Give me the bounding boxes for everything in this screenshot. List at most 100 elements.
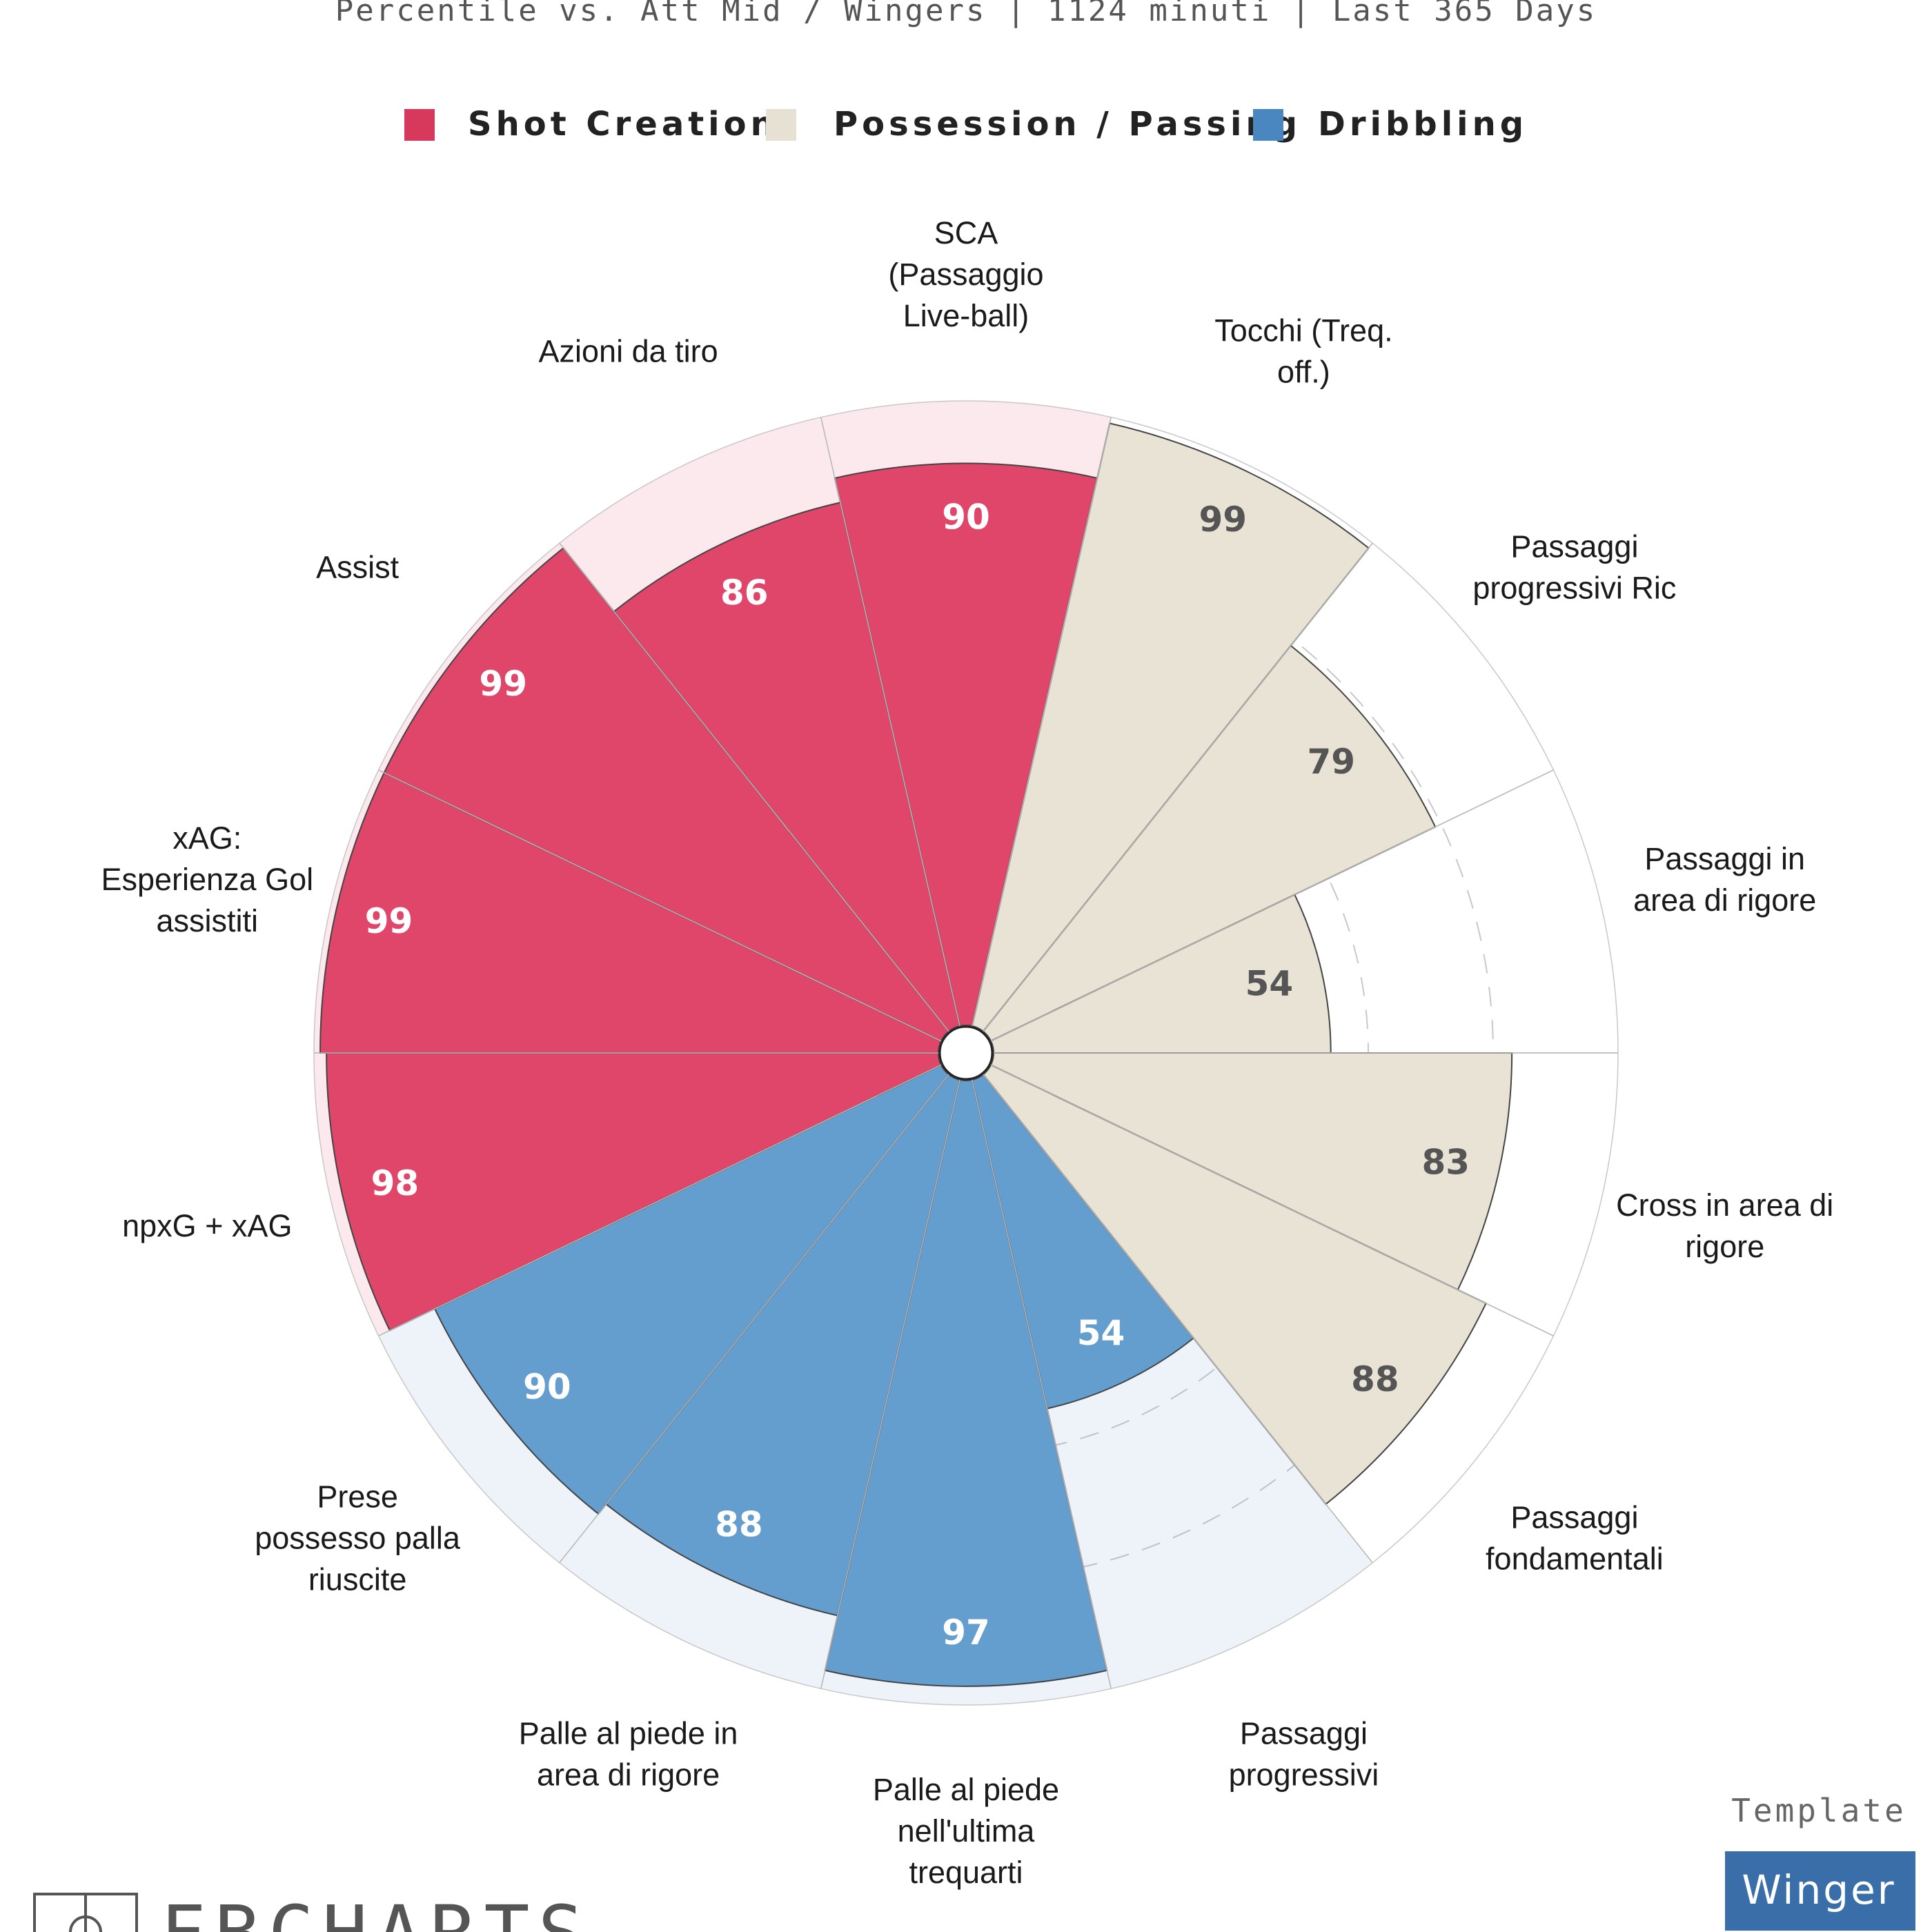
bar-passaggi-progressivi-ric	[982, 644, 1437, 1042]
param-label-tocchi-treq-off: Tocchi (Treq. off.)	[1214, 313, 1392, 390]
template-value: Winger	[1742, 1866, 1895, 1913]
param-label-line: trequarti	[909, 1855, 1023, 1890]
brand-name: FBCHARTS	[160, 1889, 592, 1932]
param-label-line: progressivi Ric	[1472, 571, 1676, 606]
bar-palle-al-piede-in-area-di-rigore	[605, 1073, 961, 1617]
slice-divider	[378, 1064, 942, 1337]
param-label-line: Passaggi	[1240, 1715, 1368, 1751]
param-label-line: riuscite	[308, 1561, 407, 1597]
bar-tocchi-treq-off	[971, 422, 1370, 1033]
legend-label-possession-passing: Possession / Passing	[834, 105, 1301, 144]
param-label-palle-al-piede-in-area-di-rigore: Palle al piede in area di rigore	[519, 1715, 738, 1792]
slice-divider	[983, 542, 1373, 1032]
param-label-cross-in-area-di-rigore: Cross in area di rigore	[1616, 1187, 1833, 1264]
bar-cross-in-area-di-rigore	[989, 1052, 1513, 1291]
slice-divider	[990, 769, 1554, 1042]
param-label-passaggi-progressivi-ric: Passaggi progressivi Ric	[1472, 529, 1676, 606]
value-label-passaggi-progressivi: 54	[1077, 1313, 1125, 1353]
template-badge: Template Winger	[1725, 1792, 1915, 1931]
legend-swatch-shot-creation	[404, 109, 435, 141]
legend-swatch-dribbling	[1253, 109, 1283, 141]
param-label-line: Prese	[317, 1479, 398, 1514]
param-label-line: assistiti	[157, 903, 259, 938]
param-label-line: Azioni da tiro	[539, 334, 718, 369]
value-label-npxg-xag: 98	[371, 1163, 420, 1203]
slice-divider	[378, 769, 942, 1042]
param-label-line: Palle al piede	[873, 1772, 1059, 1807]
param-label-prese-possesso-palla-riuscite: Prese possesso palla riuscite	[255, 1479, 461, 1597]
param-label-line: Passaggi in	[1644, 841, 1805, 876]
value-label-passaggi-progressivi-ric: 79	[1307, 742, 1355, 782]
legend: Shot Creation Possession / Passing Dribb…	[404, 105, 1528, 144]
slice-dividers	[314, 417, 1618, 1689]
slice-divider	[990, 1064, 1554, 1337]
template-label: Template	[1731, 1792, 1906, 1829]
value-label-passaggi-fondamentali: 88	[1351, 1359, 1399, 1399]
slice-divider	[972, 1079, 1112, 1689]
value-bars	[319, 422, 1513, 1687]
param-label-line: Tocchi (Treq.	[1214, 313, 1392, 348]
param-label-line: Esperienza Gol	[101, 862, 313, 897]
slice-divider	[559, 542, 949, 1032]
param-label-xag-esperienza-gol-assistiti: xAG: Esperienza Gol assistiti	[101, 820, 313, 938]
param-label-line: Passaggi	[1510, 529, 1638, 564]
param-label-passaggi-in-area-di-rigore: Passaggi in area di rigore	[1633, 841, 1816, 918]
bar-passaggi-progressivi	[971, 1073, 1195, 1410]
param-label-line: Passaggi	[1510, 1499, 1638, 1535]
param-label-passaggi-progressivi: Passaggi progressivi	[1229, 1715, 1379, 1792]
bar-assist	[383, 546, 950, 1042]
param-label-npxg-xag: npxG + xAG	[122, 1208, 292, 1243]
bar-xag-esperienza-gol-assistiti	[319, 771, 943, 1054]
param-label-line: Cross in area di	[1616, 1187, 1833, 1223]
legend-swatch-possession-passing	[766, 109, 796, 141]
param-label-palle-al-piede-nell-ultima-trequarti: Palle al piede nell'ultima trequarti	[873, 1772, 1059, 1890]
value-label-azioni-da-tiro: 86	[720, 573, 769, 613]
param-label-line: npxG + xAG	[122, 1208, 292, 1243]
param-label-line: area di rigore	[1633, 883, 1816, 918]
legend-label-dribbling: Dribbling	[1318, 105, 1528, 144]
legend-label-shot-creation: Shot Creation	[468, 105, 778, 144]
param-label-line: nell'ultima	[898, 1813, 1036, 1849]
branding: FBCHARTS	[33, 1889, 592, 1932]
param-label-line: Live-ball)	[903, 298, 1029, 333]
bar-npxg-xag	[326, 1052, 943, 1332]
bar-sca-passaggio-live-ball	[834, 462, 1098, 1027]
param-label-azioni-da-tiro: Azioni da tiro	[539, 334, 718, 369]
param-label-line: off.)	[1277, 355, 1330, 390]
bar-passaggi-fondamentali	[982, 1064, 1487, 1506]
template-value-box	[1725, 1851, 1915, 1931]
param-label-line: rigore	[1685, 1229, 1764, 1264]
value-label-sca-passaggio-live-ball: 90	[942, 497, 990, 538]
value-label-prese-possesso-palla-riuscite: 90	[523, 1367, 571, 1407]
pitch-logo-icon	[33, 1893, 138, 1932]
slice-divider	[983, 1074, 1373, 1564]
param-label-line: xAG:	[172, 820, 241, 856]
param-labels: SCA (Passaggio Live-ball) Tocchi (Treq. off.…	[101, 215, 1833, 1890]
param-label-passaggi-fondamentali: Passaggi fondamentali	[1486, 1499, 1664, 1576]
param-label-line: SCA	[934, 215, 998, 250]
param-label-sca-passaggio-live-ball: SCA (Passaggio Live-ball)	[888, 215, 1043, 333]
bar-palle-al-piede-nell-ultima-trequarti	[824, 1078, 1108, 1687]
param-label-line: area di rigore	[537, 1757, 720, 1792]
param-label-line: Assist	[316, 550, 400, 585]
bar-prese-possesso-palla-riuscite	[433, 1064, 950, 1515]
value-label-xag-esperienza-gol-assistiti: 99	[365, 901, 413, 941]
param-label-line: possesso palla	[255, 1520, 461, 1555]
slice-divider	[559, 1074, 949, 1564]
value-label-palle-al-piede-in-area-di-rigore: 88	[715, 1504, 763, 1544]
slice-divider	[820, 1079, 960, 1689]
value-label-tocchi-treq-off: 99	[1199, 500, 1247, 540]
param-label-line: progressivi	[1229, 1757, 1379, 1792]
param-label-line: Palle al piede in	[519, 1715, 738, 1751]
center-hub	[938, 1025, 994, 1081]
param-label-line: fondamentali	[1486, 1541, 1664, 1576]
slice-divider	[972, 417, 1112, 1027]
bar-azioni-da-tiro	[613, 502, 961, 1033]
param-label-assist: Assist	[316, 550, 400, 585]
param-label-line: (Passaggio	[888, 257, 1043, 292]
bar-passaggi-in-area-di-rigore	[989, 894, 1332, 1054]
value-label-cross-in-area-di-rigore: 83	[1421, 1143, 1470, 1183]
slice-divider	[820, 417, 960, 1027]
chart-subtitle: Percentile vs. Att Mid / Wingers | 1124 …	[335, 0, 1597, 28]
